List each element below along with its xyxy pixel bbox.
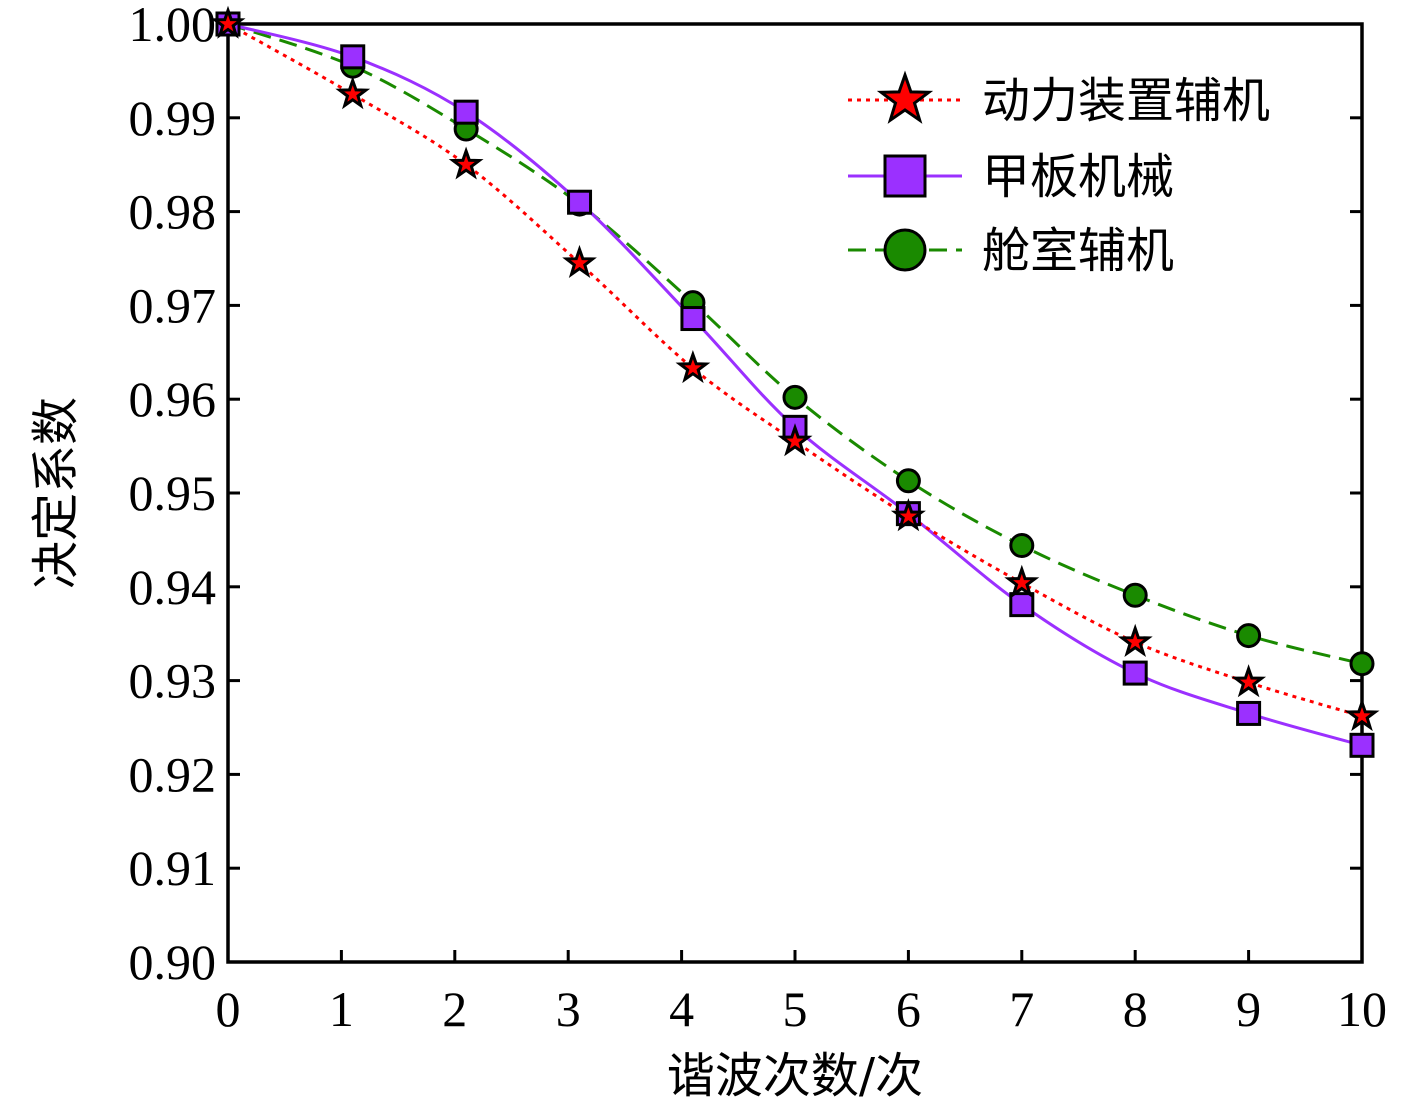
axes: 0.90 0.91 0.92 0.93 0.94 0.95 0.96 0.97 0.98 0.99… <box>129 0 1388 1037</box>
y-tick-label: 0.95 <box>129 465 217 521</box>
data-point-square <box>1122 660 1148 686</box>
y-tick-label: 0.94 <box>129 559 217 615</box>
legend-marker-star <box>876 70 934 124</box>
data-point-square <box>567 189 593 215</box>
data-point-star <box>777 423 813 457</box>
legend-marker-square <box>883 154 927 198</box>
x-axis-title: 谐波次数/次 <box>667 1048 923 1104</box>
data-point-circle <box>1349 651 1375 677</box>
data-point-square <box>1349 732 1375 758</box>
y-axis-title: 决定系数 <box>28 397 84 589</box>
x-tick-label: 7 <box>1009 981 1034 1037</box>
y-tick-label: 0.90 <box>129 934 217 990</box>
x-tick-label: 6 <box>896 981 921 1037</box>
series-line-square <box>227 22 1363 747</box>
x-tick-label: 2 <box>442 981 467 1037</box>
data-point-square <box>680 306 706 332</box>
legend-label: 甲板机械 <box>982 149 1174 205</box>
data-point-star <box>562 244 597 278</box>
x-tick-label: 3 <box>556 981 581 1037</box>
x-tick-label: 5 <box>783 981 808 1037</box>
data-point-circle <box>1122 582 1148 608</box>
data-point-star <box>1117 623 1153 658</box>
x-tick-label: 8 <box>1123 981 1148 1037</box>
data-point-star <box>890 498 926 532</box>
x-tick-label: 10 <box>1337 981 1387 1037</box>
data-point-square <box>1236 700 1262 726</box>
y-tick-label: 0.97 <box>129 277 217 333</box>
data-point-star <box>210 5 246 39</box>
plot-frame <box>226 22 1364 964</box>
legend-label: 动力装置辅机 <box>982 73 1270 129</box>
data-point-square <box>453 99 479 125</box>
legend-label: 舱室辅机 <box>982 223 1174 279</box>
x-tick-label: 0 <box>216 981 241 1037</box>
y-tick-label: 0.93 <box>129 653 217 709</box>
data-point-star <box>1231 664 1267 698</box>
data-point-circle <box>1236 623 1262 649</box>
data-point-star <box>1004 564 1040 598</box>
y-tick-label: 0.91 <box>129 840 217 896</box>
data-point-star <box>448 146 484 180</box>
y-tick-label: 0.99 <box>129 90 217 146</box>
data-point-star <box>1344 697 1380 732</box>
legend-marker-circle <box>883 228 927 272</box>
data-point-circle <box>782 384 808 410</box>
x-tick-label: 1 <box>329 981 354 1037</box>
data-point-star <box>335 76 371 110</box>
y-tick-label: 0.92 <box>129 746 217 802</box>
data-point-square <box>340 44 366 70</box>
y-tick-label: 0.96 <box>129 371 217 427</box>
plot-area <box>210 5 1380 758</box>
x-tick-label: 9 <box>1236 981 1261 1037</box>
data-point-square <box>1009 592 1035 618</box>
y-tick-label: 0.98 <box>129 184 217 240</box>
y-tick-label: 1.00 <box>129 0 217 52</box>
data-point-circle <box>1009 533 1035 559</box>
data-point-circle <box>895 468 921 494</box>
data-point-star <box>675 349 711 384</box>
x-tick-label: 4 <box>669 981 694 1037</box>
